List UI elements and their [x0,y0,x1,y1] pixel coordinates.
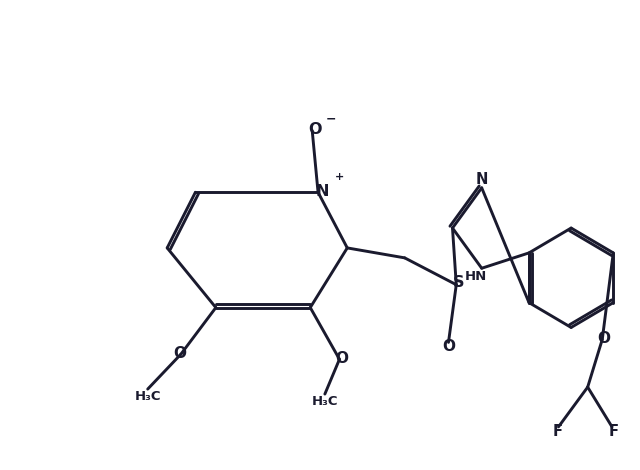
Text: O: O [335,351,348,366]
Text: O: O [308,122,321,137]
Text: +: + [335,172,344,182]
Text: N: N [315,183,328,198]
Text: F: F [552,424,562,439]
Text: O: O [173,345,186,360]
Text: O: O [443,338,456,353]
Text: −: − [326,113,336,126]
Text: F: F [608,424,618,439]
Text: S: S [452,275,464,290]
Text: H₃C: H₃C [312,395,338,408]
Text: O: O [598,330,611,345]
Text: H₃C: H₃C [134,390,161,403]
Text: HN: HN [465,270,486,283]
Text: N: N [476,172,488,187]
